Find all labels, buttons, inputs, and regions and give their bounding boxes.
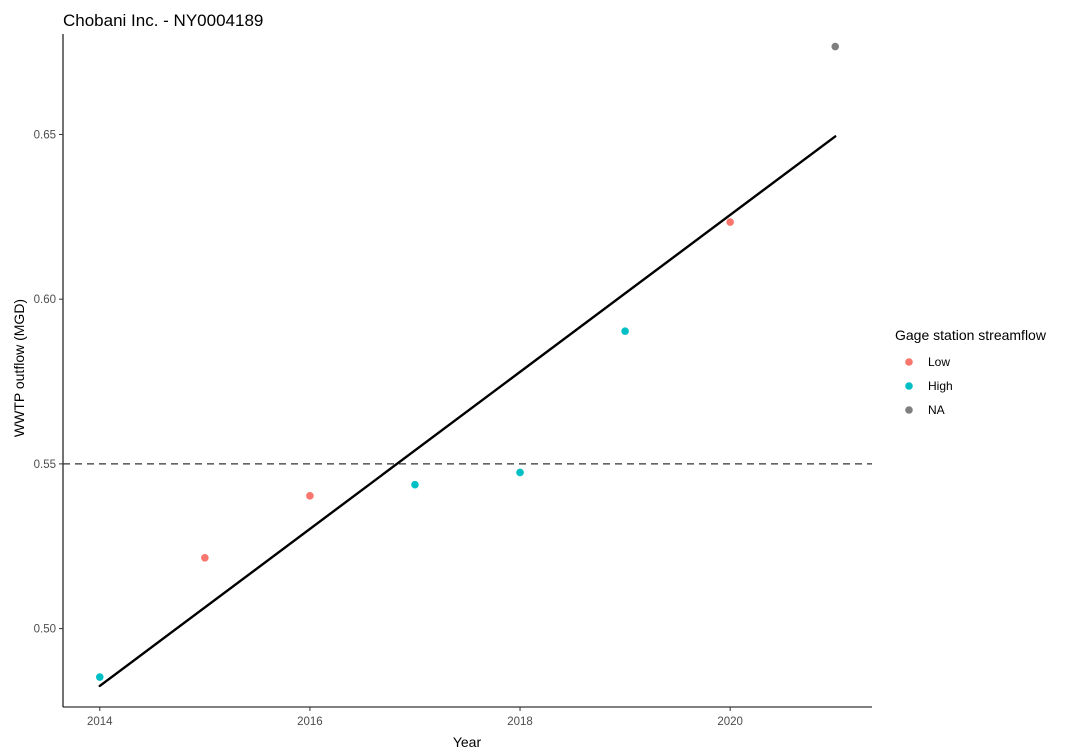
- y-tick-label: 0.60: [34, 294, 56, 306]
- chart-title: Chobani Inc. - NY0004189: [63, 11, 263, 30]
- legend-key-high: [905, 382, 913, 390]
- legend-label-na: NA: [928, 403, 945, 417]
- data-point-high: [411, 480, 419, 489]
- data-point-high: [516, 468, 524, 477]
- legend-title: Gage station streamflow: [895, 327, 1047, 343]
- data-point-low: [306, 492, 314, 500]
- legend: Gage station streamflow Low High NA: [895, 327, 1047, 417]
- y-tick-label: 0.50: [34, 624, 56, 636]
- x-tick-label: 2016: [297, 716, 323, 728]
- data-point-low: [201, 553, 209, 562]
- x-tick-label: 2018: [507, 716, 533, 728]
- x-tick-label: 2014: [87, 716, 113, 728]
- legend-key-low: [905, 358, 913, 366]
- data-point-high: [621, 327, 629, 335]
- y-tick-label: 0.55: [34, 459, 56, 471]
- data-point-high: [95, 673, 104, 681]
- data-point-low: [726, 218, 734, 226]
- x-axis-label: Year: [453, 734, 482, 750]
- legend-key-na: [905, 406, 913, 414]
- points-layer: [95, 42, 840, 681]
- x-tick-label: 2020: [717, 716, 743, 728]
- data-point-na: [831, 42, 840, 51]
- legend-label-low: Low: [928, 355, 950, 369]
- axes-layer: 2014 2016 2018 2020 0.50 0.55 0.60 0.65: [34, 34, 872, 728]
- trend-line: [98, 135, 837, 688]
- lines-layer: [63, 135, 872, 688]
- legend-label-high: High: [928, 379, 953, 393]
- y-axis-label: WWTP outflow (MGD): [11, 299, 27, 437]
- y-tick-label: 0.65: [34, 129, 56, 141]
